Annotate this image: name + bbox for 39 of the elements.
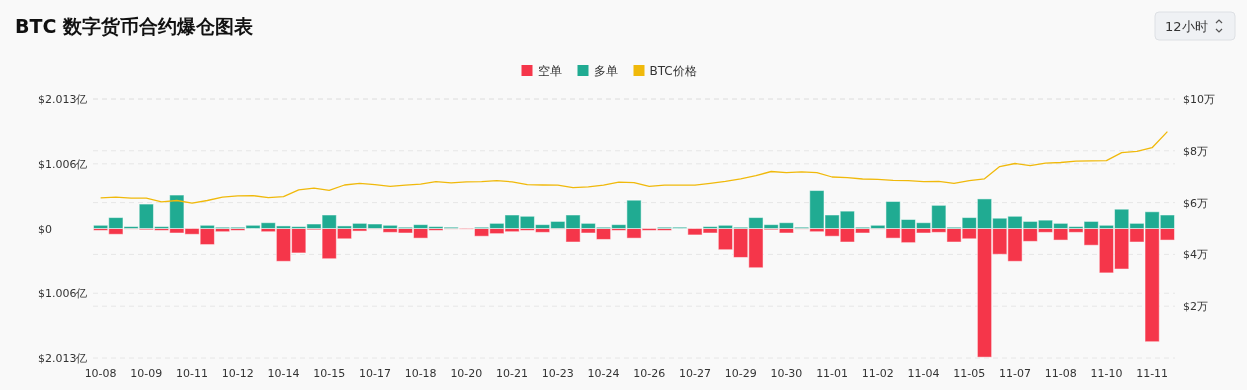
x-tick-label: 10-17 bbox=[358, 367, 391, 380]
y-tick-label: $0 bbox=[38, 222, 52, 236]
x-tick-label: 10-23 bbox=[541, 367, 574, 380]
y-tick-label: $1.006亿 bbox=[38, 157, 88, 171]
x-tick-label: 10-11 bbox=[176, 367, 209, 380]
x-tick-label: 10-26 bbox=[633, 367, 666, 380]
x-tick-label: 10-12 bbox=[221, 367, 254, 380]
x-tick-label: 11-05 bbox=[953, 367, 986, 380]
y-tick-label: $2.013亿 bbox=[38, 352, 88, 365]
x-tick-label: 10-24 bbox=[587, 367, 620, 380]
y2-tick-label: $8万 bbox=[1183, 144, 1208, 158]
legend-label: BTC价格 bbox=[649, 64, 697, 78]
x-tick-label: 11-02 bbox=[861, 367, 894, 380]
chart-title: BTC 数字货币合约爆仓图表 bbox=[15, 15, 254, 37]
period-selector: 12小时 bbox=[1154, 11, 1236, 41]
x-tick-label: 11-10 bbox=[1090, 367, 1123, 380]
x-tick-label: 10-21 bbox=[496, 367, 529, 380]
x-tick-label: 11-01 bbox=[816, 367, 849, 380]
y2-tick-label: $10万 bbox=[1183, 93, 1215, 106]
x-tick-label: 11-04 bbox=[907, 367, 940, 380]
y2-tick-label: $4万 bbox=[1183, 248, 1208, 262]
y-tick-label: $2.013亿 bbox=[38, 93, 88, 106]
x-tick-label: 10-30 bbox=[770, 367, 803, 380]
x-tick-label: 10-20 bbox=[450, 367, 483, 380]
y2-tick-label: $2万 bbox=[1183, 300, 1208, 314]
x-tick-label: 10-27 bbox=[678, 367, 711, 380]
x-tick-label: 10-14 bbox=[267, 367, 300, 380]
y2-tick-label: $6万 bbox=[1183, 196, 1208, 210]
x-tick-label: 11-08 bbox=[1044, 367, 1077, 380]
x-tick-label: 11-07 bbox=[999, 367, 1031, 380]
legend-label: 多单 bbox=[593, 64, 618, 78]
x-tick-label: 10-29 bbox=[724, 367, 757, 380]
x-tick-label: 11-11 bbox=[1136, 367, 1169, 380]
x-tick-label: 10-15 bbox=[313, 367, 346, 380]
x-tick-label: 10-09 bbox=[130, 367, 163, 380]
x-tick-label: 10-18 bbox=[404, 367, 437, 380]
y-tick-label: $1.006亿 bbox=[38, 287, 88, 301]
x-tick-label: 10-08 bbox=[84, 367, 117, 380]
legend-label: 空单 bbox=[537, 64, 562, 78]
